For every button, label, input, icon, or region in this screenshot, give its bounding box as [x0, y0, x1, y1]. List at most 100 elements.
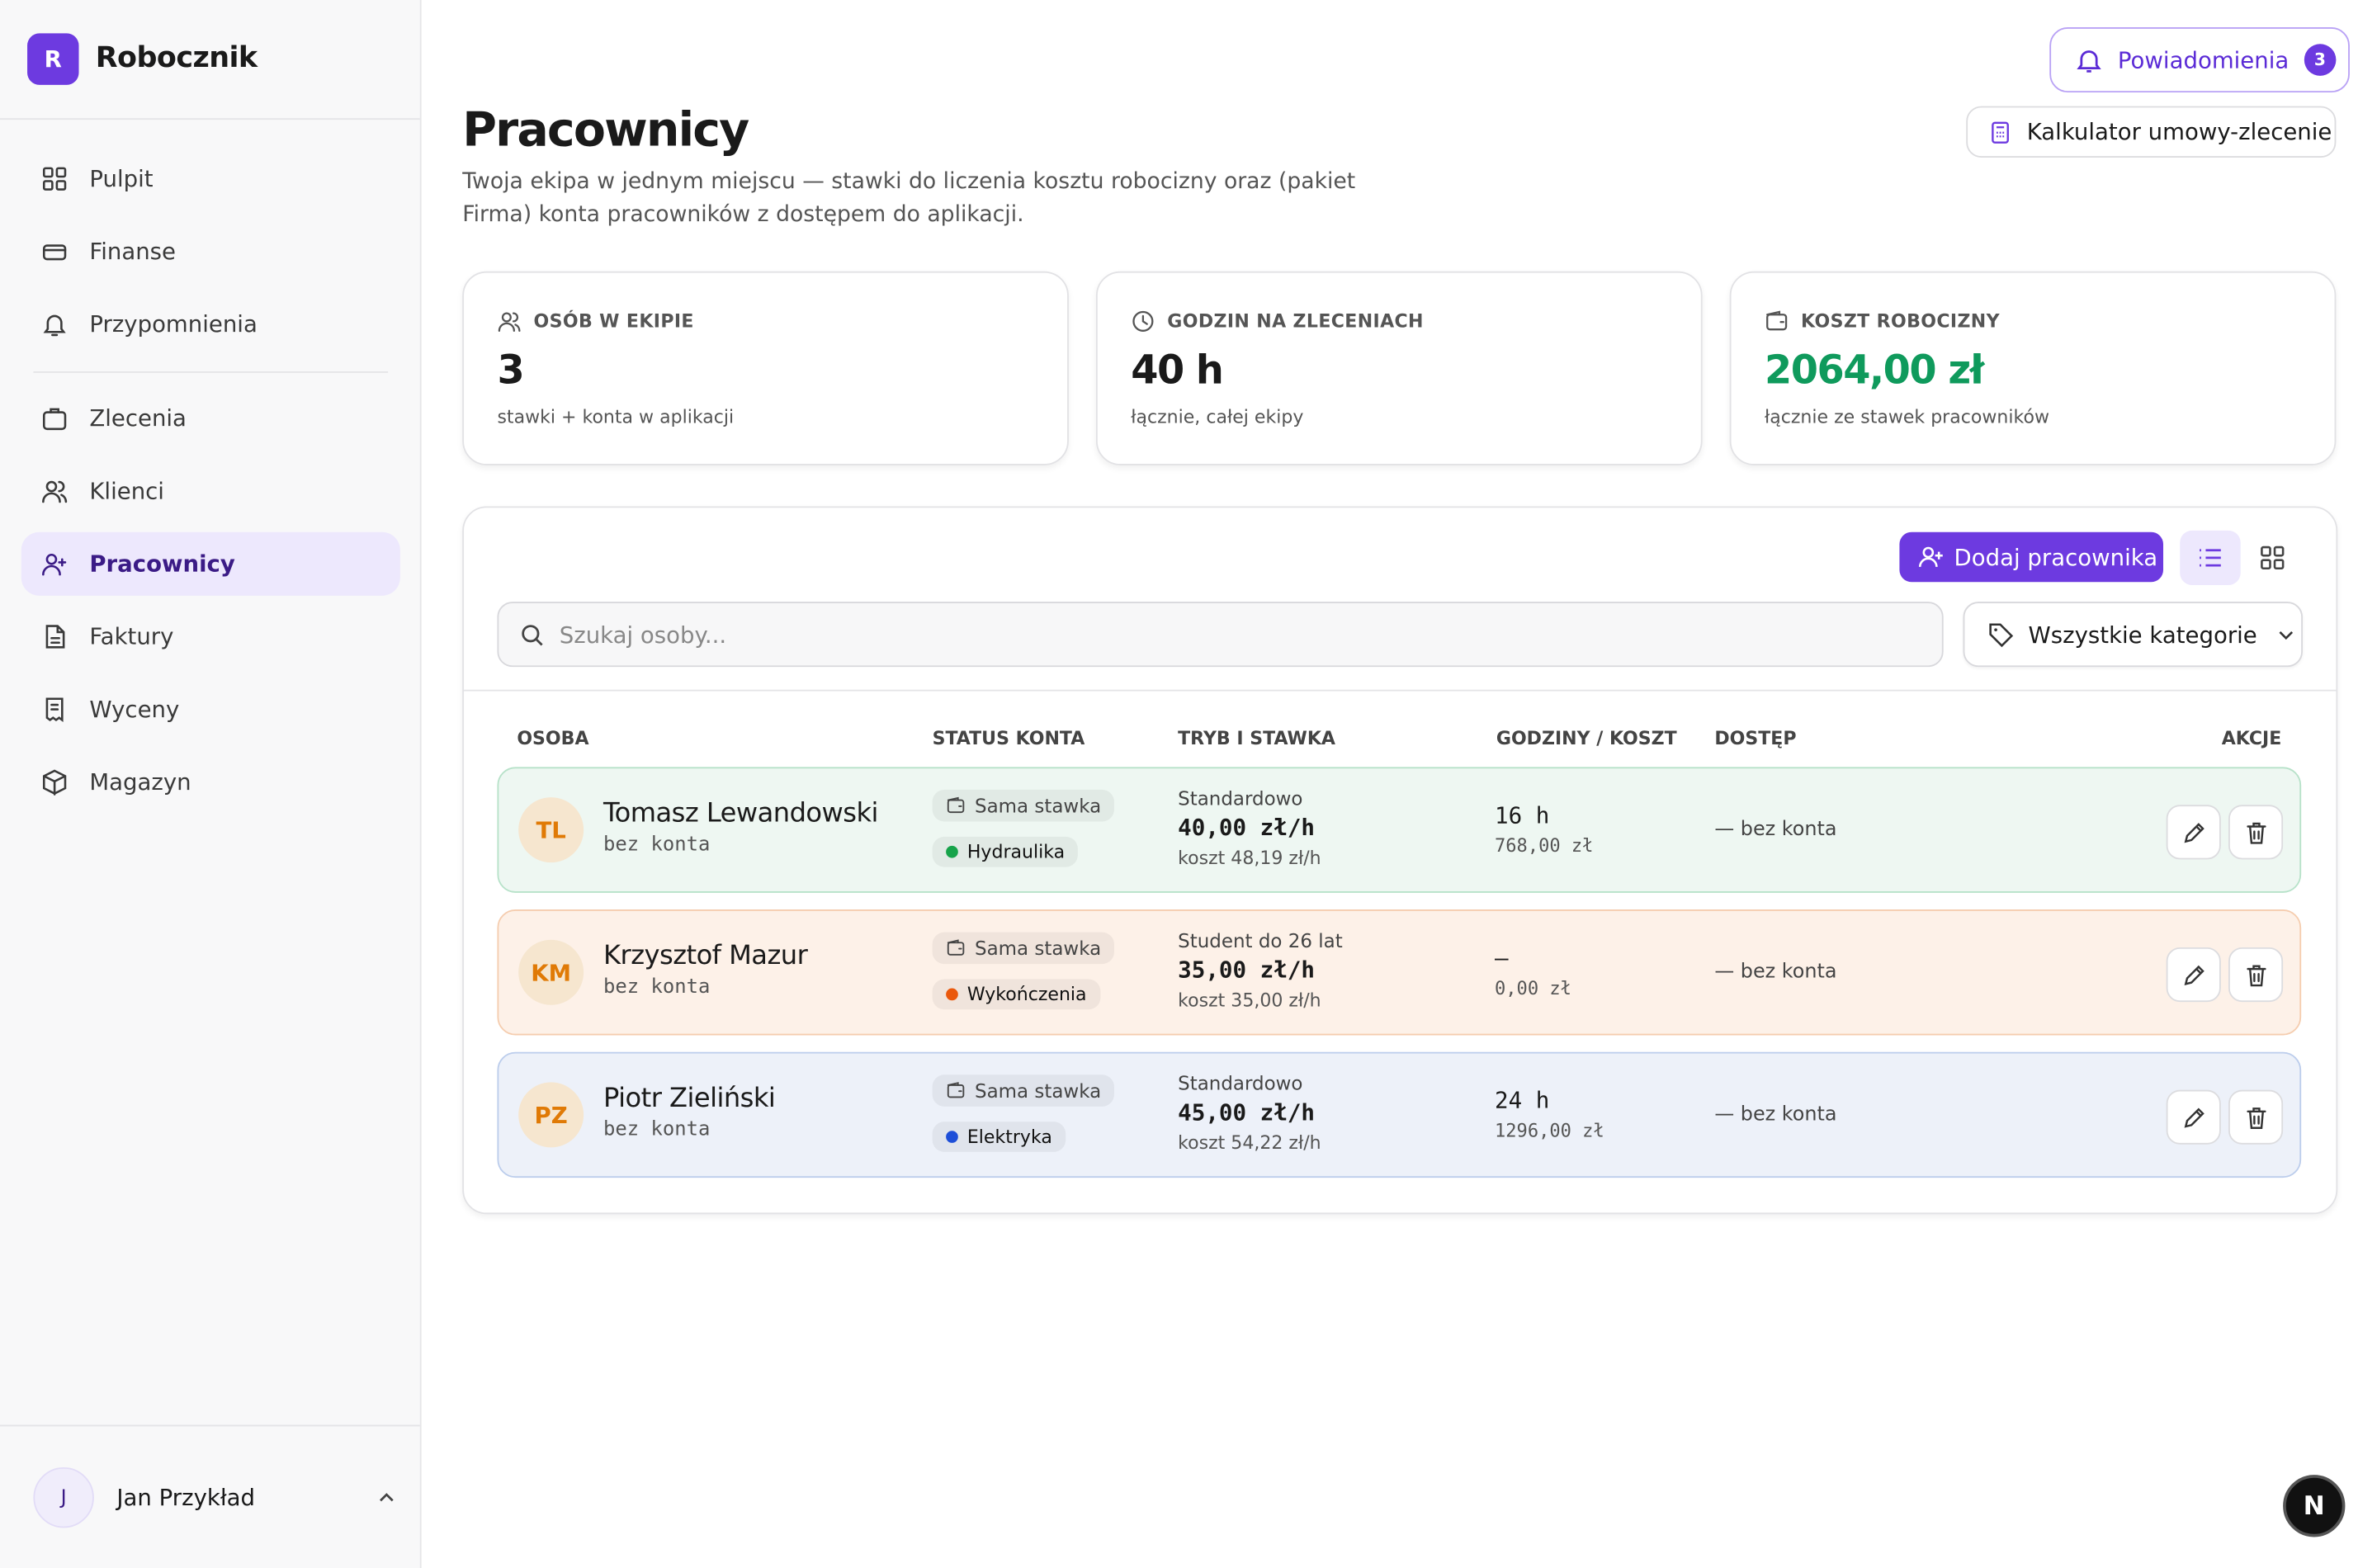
add-employee-button[interactable]: Dodaj pracownika — [1899, 531, 2164, 583]
employee-name: Krzysztof Mazur — [603, 941, 808, 972]
status-label: Sama stawka — [975, 794, 1102, 817]
dev-badge[interactable]: N — [2283, 1475, 2346, 1537]
category-pill: Hydraulika — [932, 836, 1079, 867]
delete-button[interactable] — [2228, 805, 2284, 860]
hourly-rate: 45,00 zł/h — [1178, 1098, 1316, 1126]
calculator-icon — [1992, 120, 2009, 143]
chevron-icon — [380, 1493, 394, 1502]
stat-label-text: OSÓB W EKIPIE — [533, 310, 694, 333]
divider — [0, 118, 420, 120]
category-dot — [946, 1131, 958, 1143]
nav-item[interactable]: Klienci — [21, 460, 400, 523]
pay-mode: Standardowo — [1178, 1071, 1303, 1095]
search-icon — [522, 624, 543, 645]
nav-icon — [42, 769, 67, 796]
trash-icon — [2246, 821, 2266, 843]
cost-rate: koszt 54,22 zł/h — [1178, 1132, 1321, 1154]
stat-label: KOSZT ROBOCIZNY — [1765, 309, 2301, 333]
stat-note: łącznie ze stawek pracowników — [1764, 406, 2049, 427]
nav-item[interactable]: Faktury — [21, 605, 400, 668]
divider — [464, 689, 2337, 692]
stat-value: 40 h — [1131, 348, 1224, 394]
stat-label-text: KOSZT ROBOCIZNY — [1801, 310, 2000, 333]
stat-value: 3 — [497, 348, 524, 394]
nav-item[interactable]: Pracownicy — [21, 531, 400, 596]
page-subtitle: Twoja ekipa w jednym miejscu — stawki do… — [462, 169, 1356, 228]
nav-icon — [43, 314, 66, 337]
account-note: bez konta — [603, 975, 711, 999]
nav-icon — [45, 625, 65, 649]
hourly-rate: 35,00 zł/h — [1178, 956, 1316, 985]
column-header: GODZINY / KOSZT — [1496, 727, 1677, 749]
nav-label: Wyceny — [89, 696, 180, 724]
stat-label-text: GODZIN NA ZLECENIACH — [1167, 310, 1424, 333]
hours: 24 h — [1495, 1086, 1550, 1114]
pay-mode: Student do 26 lat — [1178, 928, 1343, 952]
employee-name: Tomasz Lewandowski — [603, 798, 878, 829]
avatar: PZ — [518, 1082, 584, 1148]
cost-rate: koszt 48,19 zł/h — [1178, 847, 1321, 869]
nav-item[interactable]: Magazyn — [21, 750, 400, 814]
edit-button[interactable] — [2166, 805, 2221, 860]
category-filter-label: Wszystkie kategorie — [2028, 621, 2257, 649]
notifications-label: Powiadomienia — [2117, 46, 2290, 74]
column-header: DOSTĘP — [1714, 727, 1797, 749]
nav-item[interactable]: Finanse — [21, 220, 400, 283]
cost-rate: koszt 35,00 zł/h — [1178, 989, 1321, 1012]
divider — [0, 1424, 420, 1427]
notifications-button[interactable]: Powiadomienia 3 — [2049, 27, 2350, 93]
nav-label: Klienci — [89, 477, 164, 505]
nav-label: Faktury — [89, 622, 174, 650]
avatar: TL — [518, 797, 584, 863]
employee-row — [497, 767, 2302, 893]
stat-card: GODZIN NA ZLECENIACH 40 h łącznie, całej e… — [1095, 271, 1703, 465]
delete-button[interactable] — [2228, 947, 2284, 1003]
calculator-label: Kalkulator umowy-zlecenie — [2026, 118, 2332, 146]
nav-item[interactable]: Pulpit — [21, 147, 400, 210]
category-label: Wykończenia — [966, 984, 1087, 1005]
pay-mode: Standardowo — [1178, 786, 1303, 810]
column-header: TRYB I STAWKA — [1178, 727, 1335, 749]
stat-icon — [498, 312, 521, 332]
column-header: AKCJE — [2221, 727, 2282, 749]
delete-button[interactable] — [2228, 1089, 2284, 1145]
search-placeholder: Szukaj osoby... — [559, 621, 727, 649]
stat-note: stawki + konta w aplikacji — [497, 406, 735, 427]
add-employee-label: Dodaj pracownika — [1954, 543, 2158, 571]
edit-button[interactable] — [2166, 1089, 2221, 1145]
trash-icon — [2246, 1107, 2266, 1129]
status-label: Sama stawka — [975, 937, 1102, 960]
labor-cost: 1296,00 zł — [1495, 1120, 1604, 1142]
wallet-icon — [947, 939, 965, 956]
category-label: Hydraulika — [966, 841, 1066, 863]
search-input[interactable]: Szukaj osoby... — [497, 602, 1944, 668]
logo: R — [27, 33, 79, 85]
calculator-button[interactable]: Kalkulator umowy-zlecenie — [1966, 106, 2337, 158]
grid-icon — [2261, 545, 2285, 570]
category-pill: Elektryka — [932, 1122, 1066, 1152]
grid-view-toggle[interactable] — [2243, 531, 2301, 585]
user-menu[interactable]: J Jan Przykład — [33, 1466, 397, 1528]
nav-icon — [42, 167, 67, 191]
user-plus-icon — [1918, 546, 1943, 568]
tag-icon — [1989, 622, 2014, 647]
category-pill: Wykończenia — [932, 979, 1101, 1010]
nav-item[interactable]: Przypomnienia — [21, 292, 400, 356]
edit-button[interactable] — [2166, 947, 2221, 1003]
pencil-icon — [2183, 822, 2204, 843]
nav-item[interactable]: Zlecenia — [21, 386, 400, 450]
stat-note: łącznie, całej ekipy — [1131, 406, 1304, 427]
list-view-toggle[interactable] — [2180, 530, 2241, 585]
access: — bez konta — [1714, 818, 1837, 842]
stat-label: GODZIN NA ZLECENIACH — [1131, 309, 1667, 333]
category-filter[interactable]: Wszystkie kategorie — [1963, 602, 2303, 668]
account-note: bez konta — [603, 1118, 711, 1142]
nav-label: Pulpit — [89, 165, 154, 193]
nav-item[interactable]: Wyceny — [21, 678, 400, 741]
stat-value: 2064,00 zł — [1764, 348, 1984, 394]
account-note: bez konta — [603, 834, 711, 857]
bell-icon — [2077, 50, 2101, 72]
stat-label: OSÓB W EKIPIE — [497, 309, 1033, 333]
